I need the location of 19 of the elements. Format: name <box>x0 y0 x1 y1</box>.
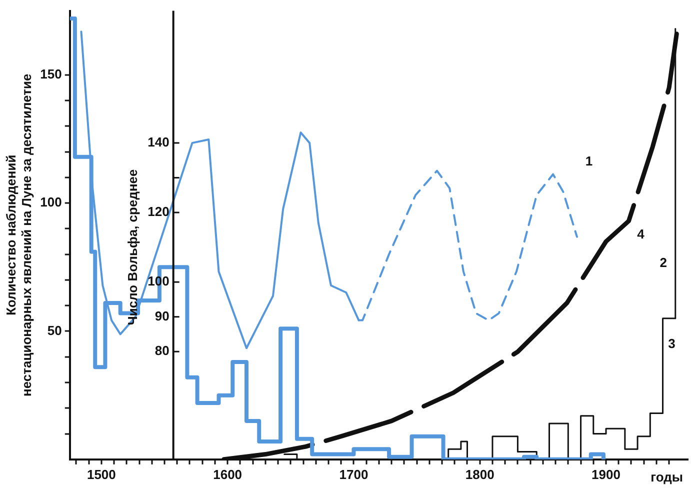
y-axis-title: Количество наблюдений нестационарных явлений на Луне за десятилетие <box>3 74 34 396</box>
y2-tick-label: 90 <box>154 308 170 324</box>
text: 1 <box>585 153 593 168</box>
series-label: 2 <box>660 254 668 270</box>
series-label: 3 <box>668 336 676 351</box>
x-tick-label: 1600 <box>213 466 242 482</box>
x-tick-label: 1800 <box>465 466 494 482</box>
x-tick-label: 1900 <box>592 466 620 482</box>
y-tick-label: 100 <box>40 194 62 210</box>
y2-tick-label: 120 <box>148 204 170 220</box>
y2-tick-label: 80 <box>154 343 170 358</box>
x-tick-label: 1500 <box>86 466 116 482</box>
x-axis-title: годы <box>650 469 683 484</box>
series-label: 4 <box>637 226 646 242</box>
y2-axis-title: Число Вольфа, среднее <box>124 169 140 326</box>
y2-tick-label: 140 <box>148 134 170 150</box>
x-tick-label: 1700 <box>339 466 368 482</box>
y-tick-label: 150 <box>40 66 62 82</box>
y-tick-label: 50 <box>47 322 62 338</box>
